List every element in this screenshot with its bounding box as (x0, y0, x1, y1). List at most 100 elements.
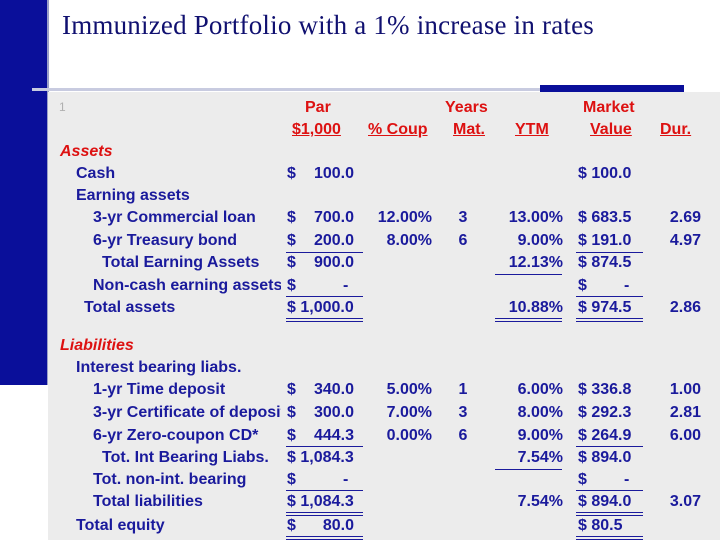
noncash-par: - (343, 277, 349, 294)
left-accent-bar (0, 0, 47, 385)
rule (495, 469, 562, 470)
td-dollar: $ (287, 381, 296, 398)
td-ytm: 6.00% (517, 381, 563, 398)
table-area (48, 92, 720, 540)
rule (576, 446, 643, 447)
td-market-value: $ 336.8 (578, 381, 632, 398)
double-rule (286, 318, 363, 322)
tibl-ytm: 7.54% (517, 449, 563, 466)
assets-heading: Assets (60, 143, 113, 160)
header-market: Market (583, 99, 635, 116)
cd-ytm: 8.00% (517, 404, 563, 421)
header-duration: Dur. (660, 121, 692, 138)
header-maturity: Mat. (453, 121, 485, 138)
zcd-market-value: $ 264.9 (578, 427, 632, 444)
tibl-label: Tot. Int Bearing Liabs. (102, 449, 269, 466)
noncash-label: Non-cash earning assets (93, 277, 281, 294)
total-equity-label: Total equity (76, 517, 165, 534)
header-coupon: % Coup (368, 121, 428, 138)
rule (286, 296, 363, 297)
td-label: 1-yr Time deposit (93, 381, 226, 398)
loan-label: 3-yr Commercial loan (93, 209, 256, 226)
cash-market-value: $ 100.0 (578, 165, 632, 182)
td-maturity: 1 (458, 381, 468, 398)
total-assets-ytm: 10.88% (508, 299, 563, 316)
td-par: 340.0 (313, 381, 354, 398)
loan-dollar: $ (287, 209, 296, 226)
cd-market-value: $ 292.3 (578, 404, 632, 421)
header-par-amount: $1,000 (292, 121, 341, 138)
loan-ytm: 13.00% (508, 209, 563, 226)
loan-duration: 2.69 (669, 209, 701, 226)
noncash-dollar: $ (287, 277, 296, 294)
zcd-ytm: 9.00% (517, 427, 563, 444)
tbond-label: 6-yr Treasury bond (93, 232, 238, 249)
header-value: Value (590, 121, 632, 138)
td-duration: 1.00 (669, 381, 701, 398)
title-rule-accent (540, 85, 684, 93)
rule (576, 252, 643, 253)
tbond-maturity: 6 (458, 232, 468, 249)
zcd-par: 444.3 (313, 427, 354, 444)
zcd-maturity: 6 (458, 427, 468, 444)
header-years: Years (445, 99, 488, 116)
rule (286, 252, 363, 253)
double-rule (286, 512, 363, 516)
total-earning-assets-label: Total Earning Assets (102, 254, 260, 271)
rule (576, 490, 643, 491)
tbond-duration: 4.97 (669, 232, 701, 249)
tbond-ytm: 9.00% (517, 232, 563, 249)
tnib-label: Tot. non-int. bearing (93, 471, 247, 488)
tbond-par: 200.0 (313, 232, 354, 249)
liabilities-heading: Liabilities (60, 337, 134, 354)
loan-market-value: $ 683.5 (578, 209, 632, 226)
rule (286, 490, 363, 491)
tibl-market-value: $ 894.0 (578, 449, 632, 466)
tea-par: 900.0 (313, 254, 354, 271)
tea-market-value: $ 874.5 (578, 254, 632, 271)
rule (495, 274, 562, 275)
tnib-market-value: - (624, 471, 630, 488)
total-liabilities-duration: 3.07 (669, 493, 701, 510)
tbond-dollar: $ (287, 232, 296, 249)
equity-market-value: $ 80.5 (578, 517, 623, 534)
loan-maturity: 3 (458, 209, 468, 226)
header-ytm: YTM (515, 121, 549, 138)
cd-coupon: 7.00% (386, 404, 432, 421)
cd-label: 3-yr Certificate of deposit (93, 404, 281, 421)
cash-label: Cash (76, 165, 116, 182)
rule (576, 296, 643, 297)
double-rule (495, 318, 562, 322)
slide-title: Immunized Portfolio with a 1% increase i… (62, 10, 594, 40)
double-rule (576, 318, 643, 322)
loan-coupon: 12.00% (377, 209, 432, 226)
total-liabilities-ytm: 7.54% (517, 493, 563, 510)
total-liabilities-label: Total liabilities (93, 493, 203, 510)
tnib-mv-dollar: $ (578, 471, 587, 488)
cd-par: 300.0 (313, 404, 354, 421)
rule (286, 446, 363, 447)
noncash-market-value: - (624, 277, 630, 294)
earning-assets-label: Earning assets (76, 187, 190, 204)
tibl-par: $ 1,084.3 (287, 449, 354, 466)
tnib-par: - (343, 471, 349, 488)
total-liabilities-market-value: $ 894.0 (578, 493, 632, 510)
loan-par: 700.0 (313, 209, 354, 226)
equity-par: 80.0 (322, 517, 354, 534)
zcd-dollar: $ (287, 427, 296, 444)
tea-ytm: 12.13% (508, 254, 563, 271)
td-coupon: 5.00% (386, 381, 432, 398)
title-rule (32, 88, 540, 91)
double-rule (576, 536, 643, 540)
total-assets-label: Total assets (84, 299, 176, 316)
cash-par: 100.0 (313, 165, 354, 182)
bullet-marker: 1 (59, 100, 66, 114)
cd-dollar: $ (287, 404, 296, 421)
noncash-mv-dollar: $ (578, 277, 587, 294)
cd-duration: 2.81 (669, 404, 701, 421)
double-rule (576, 512, 643, 516)
total-assets-duration: 2.86 (669, 299, 701, 316)
zcd-duration: 6.00 (669, 427, 701, 444)
equity-dollar: $ (287, 517, 296, 534)
cd-maturity: 3 (458, 404, 468, 421)
